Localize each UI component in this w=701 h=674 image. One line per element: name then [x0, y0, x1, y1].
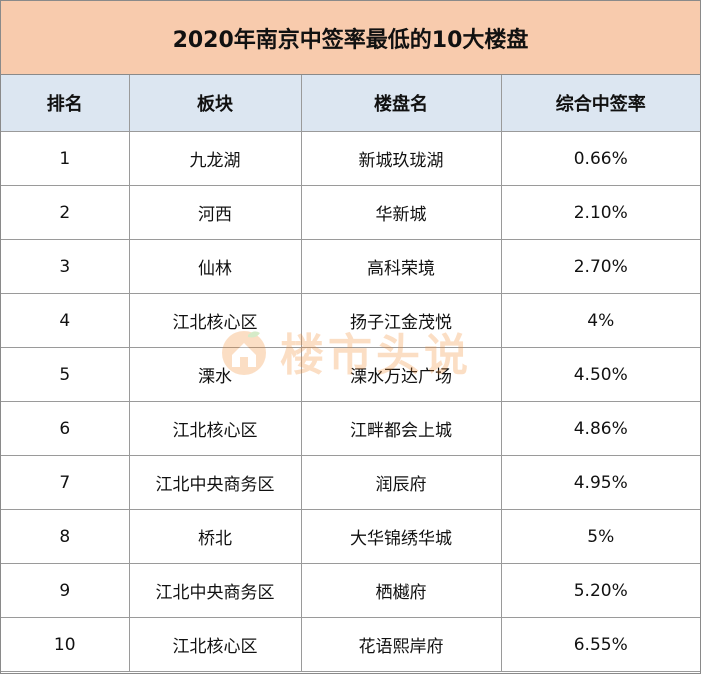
- cell-rank: 1: [1, 131, 130, 186]
- cell-district: 江北核心区: [128, 293, 302, 348]
- cell-rank: 4: [1, 293, 130, 348]
- cell-project-name: 扬子江金茂悦: [300, 293, 502, 348]
- cell-project-name: 高科荣境: [300, 239, 502, 294]
- cell-success-rate: 0.66%: [500, 131, 700, 186]
- header-row: 排名 板块 楼盘名 综合中签率: [1, 75, 700, 132]
- cell-rank: 7: [1, 455, 130, 510]
- cell-project-name: 新城玖珑湖: [300, 131, 502, 186]
- table-row: 9 江北中央商务区 栖樾府 5.20%: [1, 563, 700, 618]
- cell-success-rate: 2.10%: [500, 185, 700, 240]
- cell-rank: 5: [1, 347, 130, 402]
- header-project-name: 楼盘名: [300, 75, 502, 132]
- table-row: 1 九龙湖 新城玖珑湖 0.66%: [1, 131, 700, 186]
- cell-district: 江北中央商务区: [128, 563, 302, 618]
- cell-rank: 6: [1, 401, 130, 456]
- cell-rank: 3: [1, 239, 130, 294]
- table-row: 8 桥北 大华锦绣华城 5%: [1, 509, 700, 564]
- cell-project-name: 溧水万达广场: [300, 347, 502, 402]
- cell-district: 江北中央商务区: [128, 455, 302, 510]
- header-success-rate: 综合中签率: [500, 75, 700, 132]
- cell-district: 溧水: [128, 347, 302, 402]
- table-row: 6 江北核心区 江畔都会上城 4.86%: [1, 401, 700, 456]
- table-row: 2 河西 华新城 2.10%: [1, 185, 700, 240]
- cell-district: 江北核心区: [128, 401, 302, 456]
- cell-success-rate: 4.86%: [500, 401, 700, 456]
- cell-district: 九龙湖: [128, 131, 302, 186]
- ranking-table: 排名 板块 楼盘名 综合中签率 1 九龙湖 新城玖珑湖 0.66% 2 河西 华新城 2.10…: [1, 75, 700, 672]
- cell-rank: 10: [1, 617, 130, 672]
- cell-success-rate: 4.50%: [500, 347, 700, 402]
- table-row: 4 江北核心区 扬子江金茂悦 4%: [1, 293, 700, 348]
- cell-rank: 9: [1, 563, 130, 618]
- cell-project-name: 栖樾府: [300, 563, 502, 618]
- header-district: 板块: [128, 75, 302, 132]
- cell-project-name: 江畔都会上城: [300, 401, 502, 456]
- cell-rank: 8: [1, 509, 130, 564]
- cell-success-rate: 5%: [500, 509, 700, 564]
- cell-district: 河西: [128, 185, 302, 240]
- table-title: 2020年南京中签率最低的10大楼盘: [1, 1, 700, 75]
- cell-project-name: 大华锦绣华城: [300, 509, 502, 564]
- cell-project-name: 花语熙岸府: [300, 617, 502, 672]
- cell-success-rate: 4.95%: [500, 455, 700, 510]
- table-row: 3 仙林 高科荣境 2.70%: [1, 239, 700, 294]
- table-row: 10 江北核心区 花语熙岸府 6.55%: [1, 617, 700, 672]
- cell-district: 江北核心区: [128, 617, 302, 672]
- cell-success-rate: 5.20%: [500, 563, 700, 618]
- cell-district: 桥北: [128, 509, 302, 564]
- cell-project-name: 华新城: [300, 185, 502, 240]
- table-row: 5 溧水 溧水万达广场 4.50%: [1, 347, 700, 402]
- cell-district: 仙林: [128, 239, 302, 294]
- cell-success-rate: 2.70%: [500, 239, 700, 294]
- cell-rank: 2: [1, 185, 130, 240]
- table-row: 7 江北中央商务区 润辰府 4.95%: [1, 455, 700, 510]
- cell-success-rate: 6.55%: [500, 617, 700, 672]
- cell-project-name: 润辰府: [300, 455, 502, 510]
- cell-success-rate: 4%: [500, 293, 700, 348]
- header-rank: 排名: [1, 75, 130, 132]
